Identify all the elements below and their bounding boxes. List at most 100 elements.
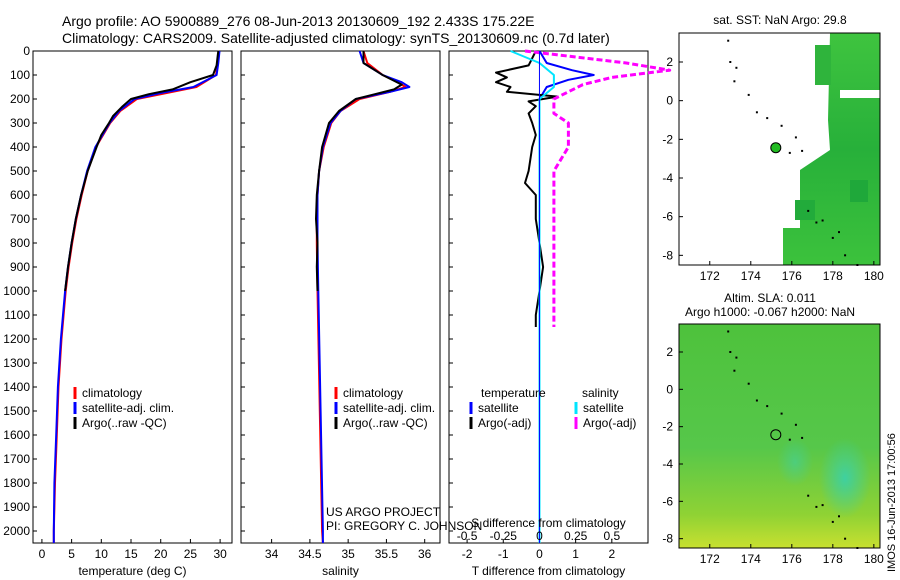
- island-mark: [729, 351, 732, 353]
- x2-tick-label: 0.25: [564, 529, 588, 543]
- legend-entry: Argo(..raw -QC): [343, 416, 428, 430]
- salinity-frame: [240, 50, 441, 544]
- temperature-xlabel: temperature (deg C): [78, 564, 186, 578]
- map-y-tick-label: -4: [662, 171, 673, 185]
- map-y-tick-label: 0: [666, 94, 673, 108]
- legend-entry: climatology: [343, 386, 403, 400]
- island-mark: [794, 423, 797, 426]
- sst-islands: [727, 39, 859, 266]
- island-mark: [821, 219, 824, 222]
- legend-entry: climatology: [82, 386, 142, 400]
- island-mark: [735, 66, 738, 69]
- x2-tick-label: 0.5: [603, 529, 620, 543]
- legend-entry: satellite: [478, 401, 519, 415]
- x-tick-label: 20: [154, 547, 168, 561]
- y-tick-label: 800: [10, 236, 30, 250]
- island-mark: [733, 369, 736, 372]
- island-mark: [844, 254, 847, 257]
- x2-tick-label: -0.5: [457, 529, 478, 543]
- x-tick-label: 35.5: [375, 547, 399, 561]
- difference-xlabel: T difference from climatology: [472, 564, 626, 578]
- y-tick-label: 300: [10, 116, 30, 130]
- x-tick-label: 30: [213, 547, 227, 561]
- y-tick-label: 1100: [4, 308, 30, 322]
- island-mark: [821, 504, 824, 507]
- island-mark: [747, 93, 750, 96]
- sla-profile-marker: [770, 429, 782, 441]
- island-mark: [780, 412, 783, 415]
- map-x-tick-label: 174: [741, 552, 761, 566]
- temperature-panel: 0100200300400500600700800900100011001200…: [3, 44, 233, 578]
- y-tick-label: 1600: [3, 428, 30, 442]
- series-satellite: [316, 50, 411, 543]
- map-x-tick-label: 176: [782, 269, 802, 283]
- island-mark: [794, 136, 797, 139]
- y-tick-label: 500: [10, 164, 30, 178]
- island-mark: [780, 124, 783, 127]
- sst-map-panel: sat. SST: NaN Argo: 29.8 172 174 176 178 180…: [662, 13, 884, 283]
- island-mark: [807, 209, 810, 212]
- map-x-tick-label: 176: [782, 552, 802, 566]
- island-mark: [838, 231, 840, 234]
- x-tick-label: 36: [418, 547, 432, 561]
- sla-field: [679, 324, 880, 548]
- y-tick-label: 1000: [3, 284, 30, 298]
- x-tick-label: 2: [608, 547, 615, 561]
- map-x-tick-label: 172: [700, 269, 720, 283]
- header-line2: Climatology: CARS2009. Satellite-adjuste…: [62, 30, 610, 46]
- x-tick-label: 0: [39, 547, 46, 561]
- island-mark: [735, 356, 738, 359]
- island-mark: [788, 151, 791, 154]
- island-mark: [755, 399, 758, 402]
- sla-islands: [727, 330, 859, 549]
- map-x-tick-label: 180: [864, 552, 884, 566]
- x-tick-label: 0: [536, 547, 543, 561]
- y-tick-label: 1400: [3, 380, 30, 394]
- legend-entry: salinity: [582, 386, 619, 400]
- legend-entry: temperature: [481, 386, 546, 400]
- island-mark: [766, 405, 769, 408]
- y-tick-label: 1500: [3, 404, 30, 418]
- map-x-tick-label: 178: [823, 269, 843, 283]
- series-argo: [64, 50, 220, 292]
- x-tick-label: 35: [341, 547, 355, 561]
- map-y-tick-label: -2: [662, 420, 673, 434]
- y-tick-label: 1300: [3, 356, 30, 370]
- sla-map-panel: Altim. SLA: 0.011 Argo h1000: -0.067 h20…: [662, 291, 884, 566]
- project-credit: US ARGO PROJECT: [326, 505, 441, 519]
- y-tick-label: 900: [10, 260, 30, 274]
- salinity-panel: 34 34.5 35 35.5 36 salinity climatologysatelli…: [240, 50, 441, 578]
- salinity-xlabel: salinity: [322, 564, 359, 578]
- legend-entry: Argo(-adj): [478, 416, 531, 430]
- difference-frame: [448, 50, 649, 544]
- island-mark: [729, 61, 732, 63]
- difference-x2label: S difference from climatology: [471, 516, 626, 530]
- map-y-tick-label: 0: [666, 382, 673, 396]
- x-tick-label: 1: [572, 547, 579, 561]
- y-tick-label: 600: [10, 188, 30, 202]
- temperature-frame: [32, 50, 233, 544]
- pi-credit: PI: GREGORY C. JOHNSON: [326, 519, 482, 533]
- legend-entry: satellite: [583, 401, 624, 415]
- island-mark: [727, 330, 730, 333]
- map-x-tick-label: 172: [700, 552, 720, 566]
- y-tick-label: 700: [10, 212, 30, 226]
- header-line1: Argo profile: AO 5900889_276 08-Jun-2013…: [62, 13, 535, 29]
- island-mark: [844, 537, 847, 540]
- y-tick-label: 1200: [3, 332, 30, 346]
- island-mark: [815, 221, 818, 224]
- map-y-tick-label: -8: [662, 248, 673, 262]
- series-s-argo: [524, 49, 672, 327]
- series-t-argo: [495, 50, 559, 327]
- island-mark: [727, 39, 730, 42]
- legend-entry: satellite-adj. clim.: [82, 401, 174, 415]
- y-tick-label: 1800: [3, 476, 30, 490]
- island-mark: [747, 382, 750, 385]
- island-mark: [807, 494, 810, 497]
- island-mark: [733, 80, 736, 83]
- island-mark: [801, 436, 804, 439]
- map-y-tick-label: 2: [666, 345, 673, 359]
- island-mark: [801, 149, 804, 152]
- sst-map-frame: [678, 32, 881, 266]
- legend-entry: satellite-adj. clim.: [343, 401, 435, 415]
